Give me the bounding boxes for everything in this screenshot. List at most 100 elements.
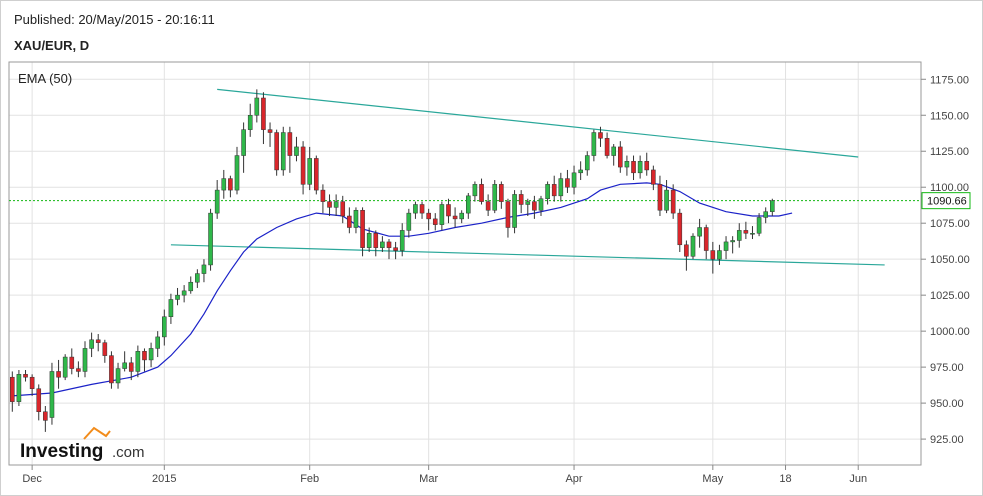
candle	[770, 198, 775, 217]
candle-body	[703, 227, 709, 251]
candle	[703, 224, 709, 260]
candle	[294, 136, 299, 162]
candle	[525, 198, 531, 217]
candle-body	[446, 204, 451, 217]
candle	[366, 227, 372, 252]
candle	[710, 241, 716, 274]
candle-body	[76, 368, 81, 372]
candle	[340, 195, 346, 224]
candle	[214, 180, 220, 219]
candle	[89, 332, 94, 358]
candle	[175, 287, 180, 306]
candle-body	[16, 374, 22, 402]
y-tick-label: 1050.00	[930, 254, 970, 266]
candle	[393, 241, 398, 260]
candle	[644, 152, 650, 176]
candle	[109, 351, 114, 389]
candle	[684, 240, 689, 271]
candle-body	[452, 215, 458, 220]
logo-domain: .com	[112, 444, 145, 461]
candle	[426, 208, 431, 231]
trendlines	[170, 88, 885, 266]
candle	[512, 190, 517, 234]
candle	[452, 207, 458, 228]
candle-body	[142, 351, 147, 361]
candle-body	[611, 146, 616, 156]
candle-body	[353, 209, 359, 228]
candle-body	[399, 230, 405, 251]
candle-body	[492, 184, 498, 211]
candle-body	[208, 212, 213, 266]
candle-body	[432, 218, 438, 225]
candle	[23, 370, 28, 382]
candle	[631, 155, 636, 181]
candle	[102, 339, 108, 363]
candle-body	[571, 172, 577, 188]
candle-body	[254, 97, 260, 116]
x-tick-label: 18	[779, 473, 791, 485]
candle	[604, 132, 610, 159]
x-tick-label: Feb	[300, 473, 319, 485]
candle-body	[102, 342, 108, 356]
candle	[399, 223, 405, 257]
candle-body	[168, 299, 174, 318]
candle	[155, 331, 160, 358]
candle	[611, 144, 616, 166]
candle	[565, 169, 570, 193]
candle	[591, 129, 597, 162]
candle	[439, 201, 445, 231]
candle	[228, 175, 233, 198]
x-tick-label: Mar	[419, 473, 438, 485]
candle	[29, 374, 35, 396]
candle-body	[426, 212, 431, 220]
candle	[62, 354, 68, 381]
candle-body	[29, 376, 35, 389]
candle	[419, 201, 425, 219]
candle-body	[439, 204, 445, 225]
candle-body	[618, 146, 623, 168]
candle-body	[591, 132, 597, 156]
candle	[241, 122, 246, 173]
candle-body	[195, 273, 200, 283]
candle-body	[162, 316, 167, 338]
x-tick-label: May	[702, 473, 723, 485]
candle-body	[710, 250, 716, 260]
candle	[43, 405, 48, 432]
y-tick-label: 975.00	[930, 362, 964, 374]
grid	[9, 62, 921, 465]
candle-body	[393, 247, 398, 251]
candle	[432, 213, 438, 231]
candle-body	[472, 184, 478, 197]
y-axis: 1175.00 1150.00 1125.00 1100.00 1075.00 1050.…	[921, 74, 970, 446]
x-tick-label: Jun	[849, 473, 867, 485]
candle	[128, 357, 134, 381]
candle	[16, 370, 22, 406]
candle-body	[518, 194, 524, 205]
candle	[736, 223, 742, 248]
candle-body	[466, 195, 471, 214]
candle	[76, 361, 81, 378]
candle-body	[538, 198, 544, 211]
candle	[380, 236, 385, 252]
candle	[670, 184, 676, 219]
candle-body	[677, 212, 683, 246]
candle-body	[347, 215, 352, 228]
candle	[571, 165, 577, 195]
candle	[618, 141, 623, 173]
x-tick-label: Dec	[22, 473, 42, 485]
x-axis: Dec 2015 Feb Mar Apr May 18 Jun	[22, 465, 867, 485]
candle-body	[730, 240, 735, 243]
candle	[162, 309, 167, 346]
candle	[82, 341, 88, 378]
candle-body	[723, 241, 729, 251]
candle-body	[525, 201, 531, 205]
candle-body	[267, 129, 273, 133]
candle-body	[512, 194, 517, 228]
candle	[142, 348, 147, 372]
candle	[373, 230, 379, 257]
candle-body	[181, 290, 187, 296]
candle	[208, 208, 213, 271]
candle	[690, 233, 696, 260]
candle	[115, 362, 121, 389]
